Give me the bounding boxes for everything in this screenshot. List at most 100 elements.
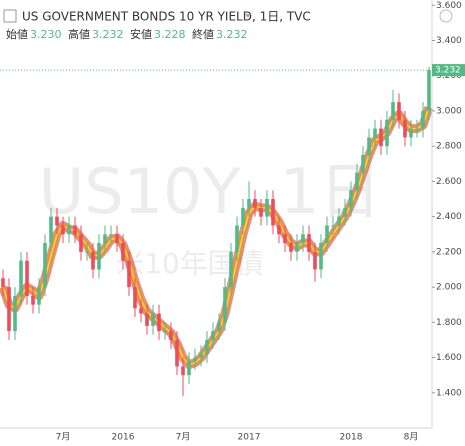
candle-body	[421, 110, 425, 129]
candle-body	[235, 225, 239, 252]
x-tick-label: 7月	[176, 432, 191, 443]
candle-body	[85, 251, 89, 253]
candle-body	[67, 225, 71, 235]
candle-body	[355, 172, 359, 191]
x-tick-label: 8月	[404, 432, 419, 443]
candle-body	[277, 225, 281, 235]
candle-body	[367, 137, 371, 155]
candle-body	[169, 331, 173, 340]
candle-body	[19, 260, 23, 296]
candle-body	[259, 207, 263, 217]
y-tick-label: 2.200	[436, 247, 462, 257]
candle-body	[37, 287, 41, 305]
candle-body	[289, 243, 293, 252]
candle-body	[247, 199, 251, 208]
candle-body	[7, 287, 11, 332]
candle-body	[265, 199, 269, 217]
candle-body	[145, 313, 149, 326]
candle-body	[211, 331, 215, 340]
candle-body	[241, 207, 245, 226]
candle-body	[109, 234, 113, 236]
candle-body	[25, 260, 29, 296]
ohlc-label: 終値	[192, 27, 214, 41]
candle-body	[205, 339, 209, 355]
candle-body	[319, 243, 323, 270]
settings-icon[interactable]	[439, 9, 453, 23]
y-tick-label: 3.200	[436, 71, 462, 81]
candle-body	[379, 128, 383, 147]
candle-body	[223, 287, 227, 323]
candle-body	[199, 354, 203, 358]
candle-body	[61, 225, 65, 235]
y-tick-label: 1.600	[436, 353, 462, 363]
candle-body	[415, 128, 419, 130]
y-tick-label: 3.400	[436, 36, 462, 46]
candle-body	[1, 278, 5, 288]
ohlc-value: 3.232	[216, 28, 248, 41]
symbol-icon[interactable]	[3, 9, 17, 23]
y-tick-label: 3.000	[436, 106, 462, 116]
candle-body	[79, 234, 83, 252]
candle-body	[373, 128, 377, 138]
candle-body	[391, 102, 395, 120]
candle-body	[295, 243, 299, 252]
y-tick-label: 2.800	[436, 142, 462, 152]
candle-body	[427, 70, 431, 111]
x-tick-label: 7月	[56, 432, 71, 443]
candle-body	[121, 243, 125, 261]
candle-body	[331, 225, 335, 227]
last-price-box	[432, 64, 465, 77]
dropdown-icon[interactable]	[245, 14, 251, 18]
candle-body	[301, 234, 305, 244]
y-tick-label: 2.400	[436, 212, 462, 222]
ohlc-label: 高値	[68, 27, 90, 41]
x-tick-label: 2016	[112, 433, 135, 443]
candle-body	[271, 199, 275, 226]
ohlc-value: 3.228	[154, 28, 186, 41]
candle-body	[349, 190, 353, 208]
candle-body	[115, 234, 119, 244]
candle-body	[187, 361, 191, 376]
candle-body	[73, 225, 77, 235]
candle-body	[337, 216, 341, 226]
candle-body	[283, 234, 287, 244]
candle-body	[163, 331, 167, 333]
x-tick-label: 2017	[238, 433, 261, 443]
candle-body	[139, 308, 143, 314]
ohlc-value: 3.230	[30, 28, 62, 41]
candle-body	[361, 154, 365, 173]
candle-body	[409, 128, 413, 138]
y-tick-label: 3.600	[436, 1, 462, 11]
ohlc-label: 始値	[6, 27, 28, 41]
candle-body	[31, 295, 35, 305]
ohlc-value: 3.232	[92, 28, 124, 41]
y-tick-label: 2.000	[436, 283, 462, 293]
candle-body	[175, 339, 179, 367]
candle-body	[217, 322, 221, 332]
candle-body	[49, 216, 53, 244]
candle-body	[151, 313, 155, 326]
header-title: US GOVERNMENT BONDS 10 YR YIELD, 1日, TVC	[22, 10, 311, 24]
candle-body	[403, 119, 407, 138]
candle-body	[13, 295, 17, 332]
candle-body	[253, 199, 257, 208]
candle-body	[397, 102, 401, 120]
y-tick-label: 1.400	[436, 388, 462, 398]
y-tick-label: 1.800	[436, 318, 462, 328]
candle-body	[307, 234, 311, 252]
candle-body	[43, 243, 47, 288]
candle-body	[193, 357, 197, 362]
candle-body	[181, 366, 185, 376]
candle-body	[325, 225, 329, 244]
candle-body	[103, 234, 107, 244]
last-price-label: 3.232	[435, 66, 461, 76]
watermark-symbol: US10Y, 1日	[39, 155, 381, 228]
candle-body	[55, 216, 59, 226]
candle-body	[133, 287, 137, 309]
candle-body	[157, 313, 161, 332]
candle-body	[127, 260, 131, 288]
y-tick-label: 2.600	[436, 177, 462, 187]
x-tick-label: 2018	[340, 433, 363, 443]
